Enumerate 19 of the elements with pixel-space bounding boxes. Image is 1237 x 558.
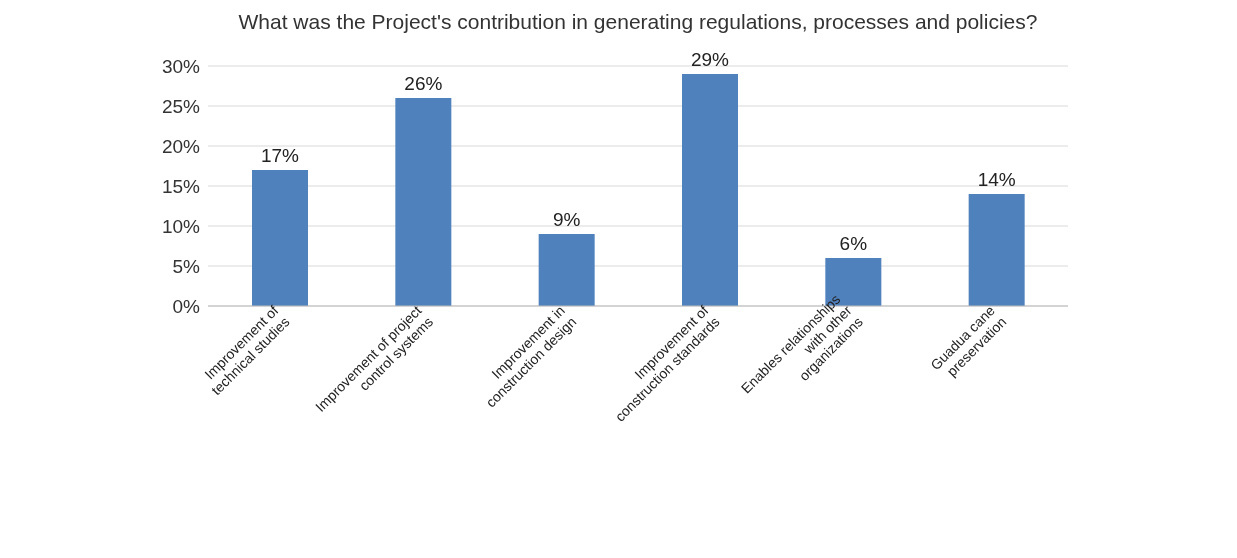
y-tick-label: 10%	[161, 215, 201, 237]
y-tick-label: 30%	[161, 55, 201, 77]
bar	[252, 170, 308, 306]
bar	[968, 194, 1025, 306]
data-label: 26%	[404, 73, 443, 94]
y-tick-label: 25%	[161, 95, 201, 117]
data-label: 29%	[690, 49, 730, 70]
data-label: 6%	[839, 233, 868, 254]
data-label: 17%	[260, 145, 300, 166]
y-tick-label: 5%	[172, 255, 201, 277]
y-tick-label: 20%	[161, 135, 201, 157]
bar	[395, 98, 452, 306]
chart-title: What was the Project's contribution in generating regulations, processes and policies?	[237, 9, 1039, 35]
data-label: 14%	[977, 169, 1016, 190]
data-label: 9%	[552, 209, 581, 230]
bar	[538, 234, 595, 306]
bar	[682, 74, 738, 306]
y-tick-label: 0%	[172, 295, 201, 317]
y-tick-label: 15%	[161, 175, 201, 197]
